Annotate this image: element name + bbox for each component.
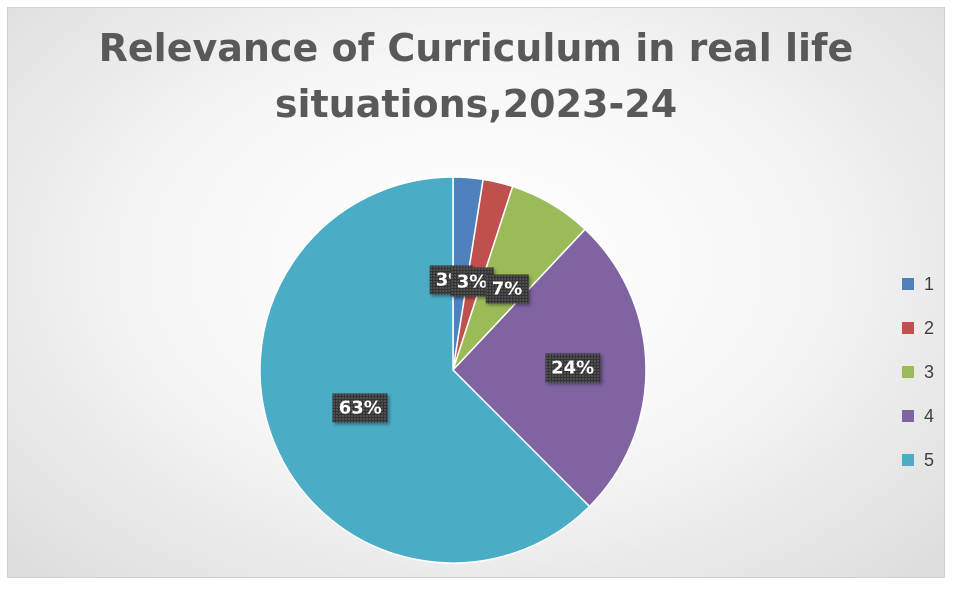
chart-title: Relevance of Curriculum in real life sit…	[8, 20, 944, 132]
legend-label-1: 1	[924, 273, 935, 294]
legend-item-4: 4	[902, 394, 934, 438]
chart-title-line-2: situations,2023-24	[274, 82, 678, 126]
legend-swatch-1	[902, 278, 914, 290]
legend-label-4: 4	[924, 405, 935, 426]
legend-label-2: 2	[924, 317, 935, 338]
chart-title-line-1: Relevance of Curriculum in real life	[98, 26, 854, 70]
data-label-4: 24%	[545, 353, 601, 383]
legend-swatch-5	[902, 454, 914, 466]
data-label-2: 3%	[450, 267, 494, 297]
legend-swatch-2	[902, 322, 914, 334]
legend-item-2: 2	[902, 306, 934, 350]
legend-item-1: 1	[902, 262, 934, 306]
legend-item-3: 3	[902, 350, 934, 394]
legend-swatch-4	[902, 410, 914, 422]
data-label-5: 63%	[332, 393, 388, 423]
legend-swatch-3	[902, 366, 914, 378]
pie-slice-5	[259, 176, 591, 564]
legend-item-5: 5	[902, 438, 934, 482]
legend: 1 2 3 4 5	[902, 262, 934, 482]
data-label-3: 7%	[485, 274, 529, 304]
legend-label-5: 5	[924, 449, 935, 470]
legend-label-3: 3	[924, 361, 935, 382]
